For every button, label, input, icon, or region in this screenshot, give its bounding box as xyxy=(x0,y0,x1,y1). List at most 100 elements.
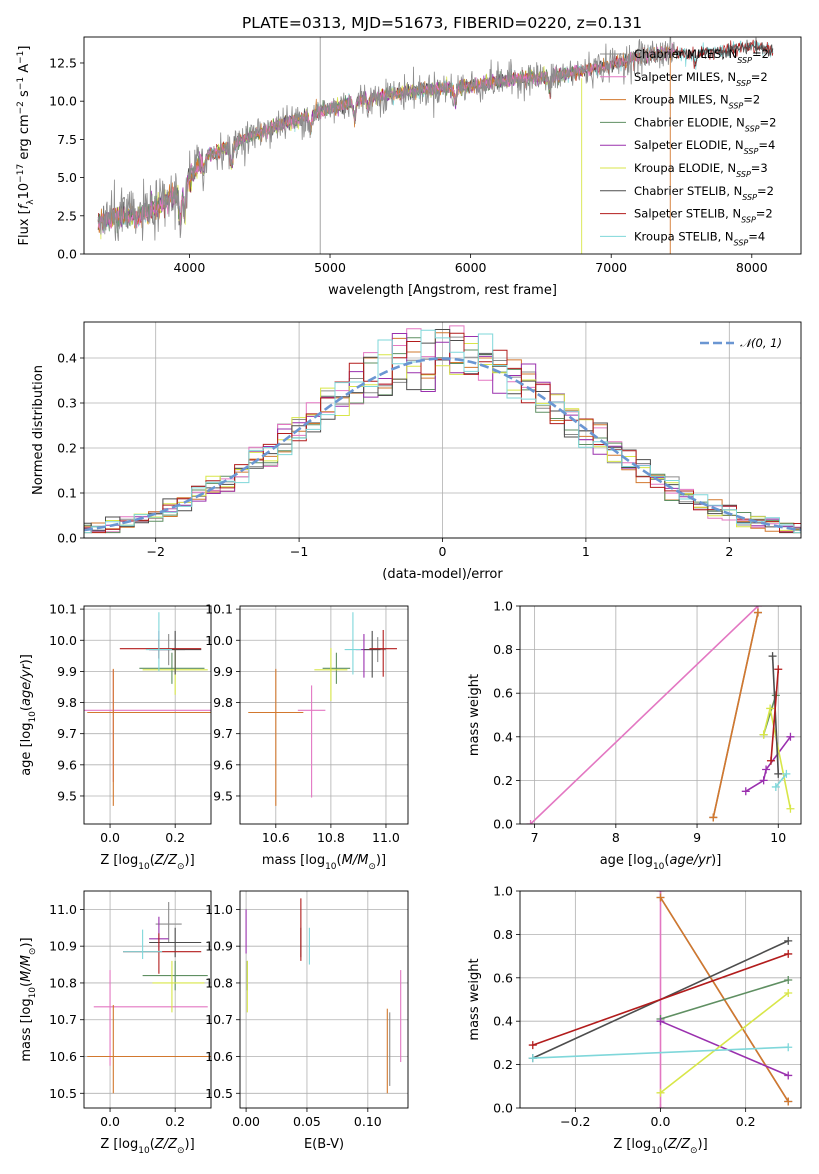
x-tick-label: 6000 xyxy=(455,260,487,275)
x-tick-label: −0.2 xyxy=(560,1114,590,1129)
weight-marker xyxy=(784,1097,793,1106)
y-tick-label: 0.6 xyxy=(493,970,513,985)
axes-frame xyxy=(83,605,212,825)
y-tick-label: 9.9 xyxy=(213,664,233,679)
legend-entry: Kroupa MILES, NSSP=2 xyxy=(634,93,760,111)
weight-marker xyxy=(774,769,783,778)
weight-marker xyxy=(759,730,768,739)
x-tick-label: 0.10 xyxy=(354,1114,382,1129)
y-tick-label: 0.4 xyxy=(493,729,513,744)
weight-marker xyxy=(784,936,793,945)
x-tick-label: 1 xyxy=(582,544,590,559)
legend-entry: Salpeter ELODIE, NSSP=4 xyxy=(634,138,775,156)
y-tick-label: 0.4 xyxy=(493,1014,513,1029)
x-tick-label: 7 xyxy=(531,830,539,845)
plot-area-z-mass xyxy=(87,902,211,1094)
spectrum-line xyxy=(97,39,774,231)
y-tick-label: 10.8 xyxy=(49,975,77,990)
y-tick-label: 0.8 xyxy=(493,927,513,942)
x-tick-label: 10.6 xyxy=(262,830,290,845)
x-tick-label: 0.00 xyxy=(232,1114,260,1129)
axes-frame xyxy=(239,890,409,1109)
errorbar-point xyxy=(322,652,351,684)
y-tick-label: 7.5 xyxy=(57,132,77,147)
weight-marker xyxy=(771,782,780,791)
spectrum-line xyxy=(97,37,774,231)
weight-line xyxy=(532,1046,789,1059)
errorbar-point xyxy=(87,1005,211,1094)
weight-marker xyxy=(784,1043,793,1052)
weight-series xyxy=(528,1043,793,1063)
x-axis-label: Z [log10(Z/Z⊙)] xyxy=(100,1137,194,1156)
errorbar-point xyxy=(369,629,397,677)
plot-area-mass-age xyxy=(248,612,397,806)
errorbar-point xyxy=(297,685,326,798)
x-tick-label: −1 xyxy=(290,544,308,559)
spectrum-line xyxy=(97,37,675,242)
weight-series xyxy=(656,1017,793,1080)
x-tick-label: 8000 xyxy=(736,260,768,275)
y-tick-label: 9.7 xyxy=(57,726,77,741)
plot-area-z-weight xyxy=(528,891,793,1108)
x-axis-label: Z [log10(Z/Z⊙)] xyxy=(100,853,194,872)
x-tick-label: 0.2 xyxy=(165,1114,185,1129)
weight-marker xyxy=(656,1104,665,1108)
weight-marker xyxy=(528,1041,537,1050)
y-tick-label: 0.3 xyxy=(57,396,77,411)
y-axis-label: Flux [fλ10−17 erg cm−2 s−1 A−1] xyxy=(16,46,36,246)
weight-marker xyxy=(709,813,718,822)
x-tick-label: 7000 xyxy=(595,260,627,275)
weight-marker xyxy=(766,704,775,713)
axes-frame xyxy=(83,36,802,255)
histogram-step xyxy=(84,336,801,534)
y-tick-label: 11.0 xyxy=(49,902,77,917)
y-tick-label: 1.0 xyxy=(493,884,513,899)
axes-frame xyxy=(239,605,409,825)
y-axis-label: mass weight xyxy=(467,958,482,1040)
y-tick-label: 10.7 xyxy=(205,1012,233,1027)
grid-z-mass xyxy=(84,891,211,1108)
y-tick-label: 10.0 xyxy=(205,633,233,648)
y-tick-label: 10.1 xyxy=(49,602,77,617)
weight-series xyxy=(656,975,793,1024)
y-tick-label: 10.6 xyxy=(49,1049,77,1064)
x-tick-label: 11.0 xyxy=(372,830,400,845)
plot-area-z-age xyxy=(84,612,211,806)
errorbar-point xyxy=(314,648,348,701)
y-tick-label: 0.0 xyxy=(57,531,77,546)
x-tick-label: 10.8 xyxy=(317,830,345,845)
errorbar-point xyxy=(87,668,211,806)
weight-marker xyxy=(656,1088,665,1097)
weight-marker xyxy=(786,804,795,813)
y-tick-label: 10.6 xyxy=(205,1049,233,1064)
x-axis-label: Z [log10(Z/Z⊙)] xyxy=(613,1137,707,1156)
x-tick-label: 0.05 xyxy=(293,1114,321,1129)
axes-residuals: −2 −1 0 1 2 0.0 0.1 0.2 0.3 0.4 𝒩(0, 1) (data-model… xyxy=(31,321,802,582)
axes-age-weight: 7 8 9 10 0.0 0.2 0.4 0.6 0.8 1.0 age [log10(age/yr… xyxy=(467,599,802,872)
y-tick-label: 0.8 xyxy=(493,642,513,657)
y-tick-label: 1.0 xyxy=(493,599,513,614)
weight-series xyxy=(709,608,762,822)
spectrum-line xyxy=(97,66,584,240)
errorbar-point xyxy=(152,960,205,1013)
weight-line xyxy=(712,612,759,818)
legend-entry: Kroupa ELODIE, NSSP=3 xyxy=(634,161,768,179)
weight-marker xyxy=(759,776,768,785)
axes-frame xyxy=(83,890,212,1109)
weight-series xyxy=(656,988,793,1097)
y-tick-label: 10.0 xyxy=(49,94,77,109)
x-tick-label: 0.0 xyxy=(100,830,120,845)
y-tick-label: 10.0 xyxy=(49,633,77,648)
y-tick-label: 9.7 xyxy=(213,726,233,741)
histogram-step xyxy=(84,329,801,534)
y-tick-label: 9.6 xyxy=(57,757,77,772)
y-tick-label: 9.9 xyxy=(57,664,77,679)
plot-area-age-weight xyxy=(526,606,795,824)
weight-line xyxy=(660,992,789,1094)
errorbar-point xyxy=(248,668,304,806)
weight-marker xyxy=(784,988,793,997)
axes-spectrum: 4000 5000 6000 7000 8000 0.0 2.5 5.0 7.5 10.0 12.5… xyxy=(16,36,802,298)
y-axis-label: mass weight xyxy=(467,674,482,756)
errorbar-point xyxy=(93,970,208,1066)
legend-entry: Kroupa STELIB, NSSP=4 xyxy=(634,229,765,247)
